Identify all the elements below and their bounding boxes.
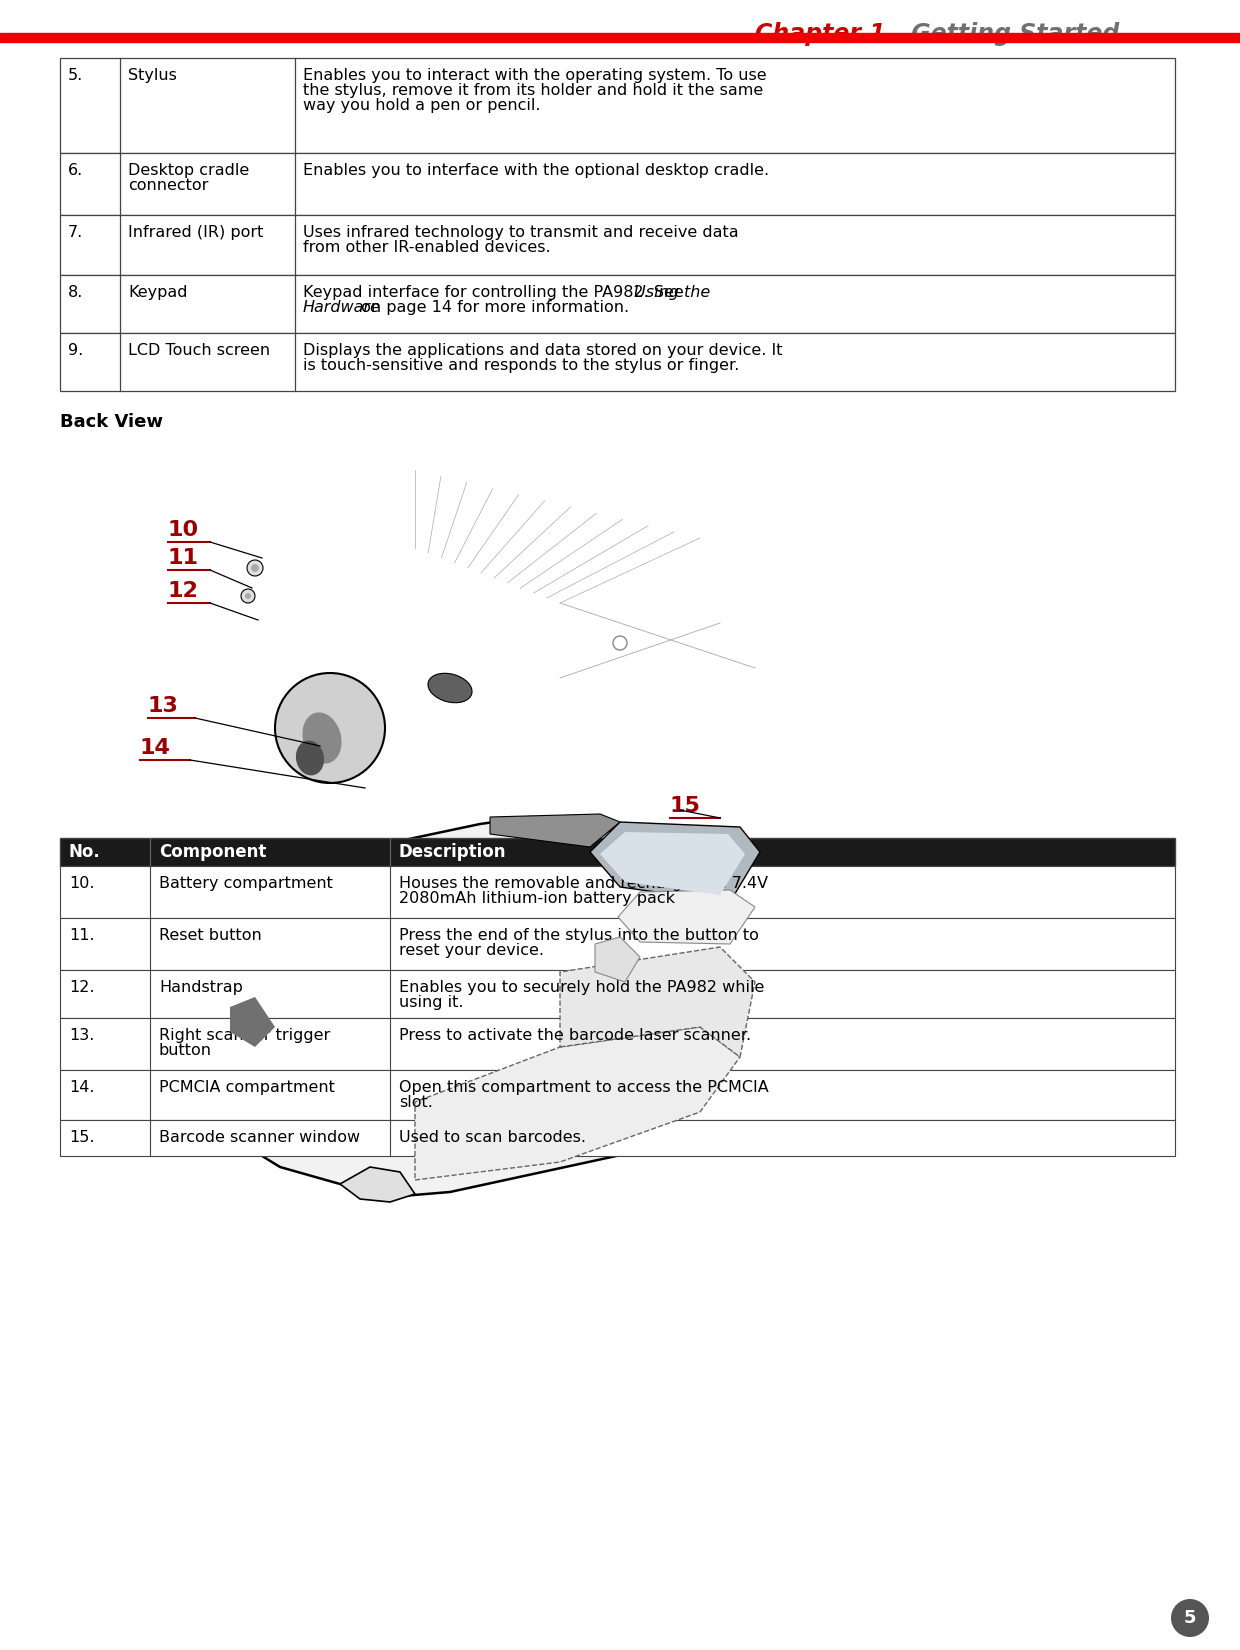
Circle shape	[246, 592, 250, 599]
Circle shape	[241, 589, 255, 602]
Bar	[60, 58, 1176, 153]
Text: Battery compartment: Battery compartment	[159, 876, 332, 891]
Text: LCD Touch screen: LCD Touch screen	[128, 343, 270, 358]
Text: Desktop cradle: Desktop cradle	[128, 163, 249, 178]
Text: Stylus: Stylus	[128, 68, 177, 82]
Text: is touch-sensitive and responds to the stylus or finger.: is touch-sensitive and responds to the s…	[303, 358, 739, 373]
Text: using it.: using it.	[399, 995, 464, 1010]
Text: 7.: 7.	[68, 224, 83, 239]
Polygon shape	[595, 937, 640, 982]
Text: 2080mAh lithium-ion battery pack: 2080mAh lithium-ion battery pack	[399, 891, 675, 906]
Text: Component: Component	[159, 843, 267, 861]
Text: Enables you to interface with the optional desktop cradle.: Enables you to interface with the option…	[303, 163, 769, 178]
Text: Displays the applications and data stored on your device. It: Displays the applications and data store…	[303, 343, 782, 358]
Text: Hardware: Hardware	[303, 300, 381, 315]
Text: Uses infrared technology to transmit and receive data: Uses infrared technology to transmit and…	[303, 224, 739, 239]
Polygon shape	[340, 1167, 415, 1201]
Text: Open this compartment to access the PCMCIA: Open this compartment to access the PCMC…	[399, 1081, 769, 1096]
Bar	[60, 333, 1176, 391]
Polygon shape	[618, 889, 755, 944]
Text: 10: 10	[167, 520, 200, 540]
Text: 13: 13	[148, 696, 179, 716]
Text: Handstrap: Handstrap	[159, 980, 243, 995]
Bar	[60, 970, 1176, 1018]
Bar	[0, 33, 1240, 41]
Text: 10.: 10.	[69, 876, 94, 891]
Bar	[60, 276, 1176, 333]
Bar	[60, 917, 1176, 970]
Text: the stylus, remove it from its holder and hold it the same: the stylus, remove it from its holder an…	[303, 82, 764, 97]
Text: 13.: 13.	[69, 1028, 94, 1043]
Circle shape	[275, 673, 384, 784]
Polygon shape	[195, 871, 560, 1147]
Text: Used to scan barcodes.: Used to scan barcodes.	[399, 1130, 587, 1145]
Bar	[60, 866, 1176, 917]
Text: connector: connector	[128, 178, 208, 193]
Text: Enables you to interact with the operating system. To use: Enables you to interact with the operati…	[303, 68, 766, 82]
Polygon shape	[162, 856, 680, 1036]
Text: 15.: 15.	[69, 1130, 94, 1145]
Text: Using the: Using the	[634, 285, 711, 300]
Text: from other IR-enabled devices.: from other IR-enabled devices.	[303, 239, 551, 256]
Text: Right scanner trigger: Right scanner trigger	[159, 1028, 330, 1043]
Text: Keypad interface for controlling the PA982. See: Keypad interface for controlling the PA9…	[303, 285, 689, 300]
Bar	[60, 838, 1176, 866]
Text: slot.: slot.	[399, 1096, 433, 1110]
Bar	[60, 1018, 1176, 1069]
Text: Keypad: Keypad	[128, 285, 187, 300]
Polygon shape	[560, 947, 755, 1058]
Ellipse shape	[428, 673, 472, 703]
Bar	[60, 1069, 1176, 1120]
Bar	[60, 214, 1176, 276]
Text: 14.: 14.	[69, 1081, 94, 1096]
Text: Back View: Back View	[60, 412, 162, 431]
Text: Press the end of the stylus into the button to: Press the end of the stylus into the but…	[399, 927, 759, 944]
Text: Barcode scanner window: Barcode scanner window	[159, 1130, 360, 1145]
Polygon shape	[229, 997, 275, 1048]
Text: Getting Started: Getting Started	[903, 21, 1120, 46]
Polygon shape	[490, 813, 620, 846]
Text: on page 14 for more information.: on page 14 for more information.	[356, 300, 630, 315]
Text: 12: 12	[167, 581, 198, 601]
Circle shape	[250, 564, 259, 573]
Circle shape	[1171, 1599, 1209, 1637]
Text: No.: No.	[69, 843, 100, 861]
Text: reset your device.: reset your device.	[399, 944, 544, 959]
Polygon shape	[162, 817, 785, 1196]
Text: Chapter 1: Chapter 1	[755, 21, 885, 46]
Polygon shape	[590, 822, 760, 903]
Text: Description: Description	[399, 843, 506, 861]
Text: 11.: 11.	[69, 927, 94, 944]
Polygon shape	[415, 1026, 740, 1180]
Text: way you hold a pen or pencil.: way you hold a pen or pencil.	[303, 97, 541, 112]
Ellipse shape	[303, 713, 341, 764]
Circle shape	[247, 559, 263, 576]
Bar	[60, 153, 1176, 214]
Text: Enables you to securely hold the PA982 while: Enables you to securely hold the PA982 w…	[399, 980, 764, 995]
Ellipse shape	[296, 741, 324, 776]
Text: Infrared (IR) port: Infrared (IR) port	[128, 224, 263, 239]
Text: 5.: 5.	[68, 68, 83, 82]
Text: Press to activate the barcode laser scanner.: Press to activate the barcode laser scan…	[399, 1028, 751, 1043]
Polygon shape	[600, 832, 745, 894]
Text: 14: 14	[140, 738, 171, 757]
Text: Reset button: Reset button	[159, 927, 262, 944]
Text: 12.: 12.	[69, 980, 94, 995]
Text: 5: 5	[1184, 1609, 1197, 1627]
Text: 15: 15	[670, 795, 701, 817]
Text: 9.: 9.	[68, 343, 83, 358]
Text: Houses the removable and rechargeable 7.4V: Houses the removable and rechargeable 7.…	[399, 876, 768, 891]
Text: 11: 11	[167, 548, 198, 568]
Text: 6.: 6.	[68, 163, 83, 178]
Bar	[60, 1120, 1176, 1157]
Text: 8.: 8.	[68, 285, 83, 300]
Text: PCMCIA compartment: PCMCIA compartment	[159, 1081, 335, 1096]
Text: button: button	[159, 1043, 212, 1058]
